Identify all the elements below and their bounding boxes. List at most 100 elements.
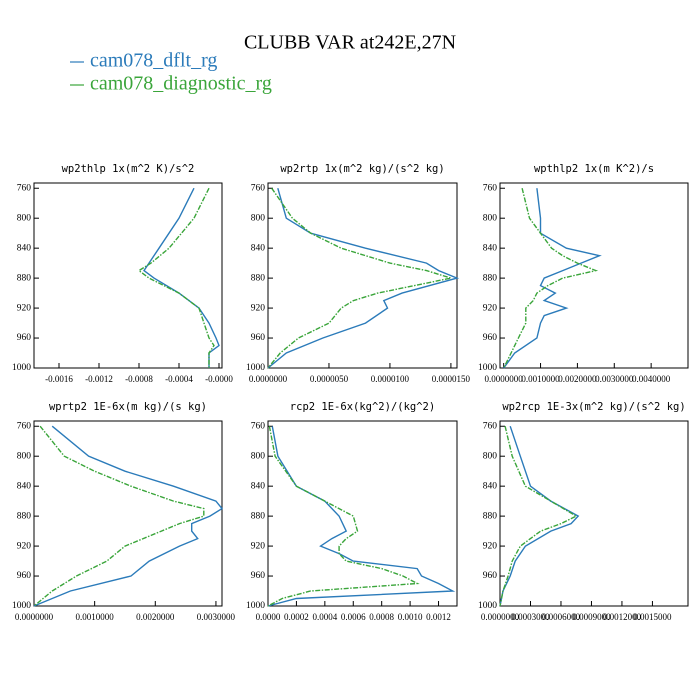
y-tick-label: 960	[251, 571, 266, 581]
x-tick-label: 0.0030000	[197, 612, 236, 622]
profile-line	[267, 187, 452, 369]
plot-frame	[267, 420, 458, 607]
y-tick-label: 1000	[246, 601, 265, 611]
profile-line	[143, 187, 220, 368]
y-tick-label: 960	[483, 571, 498, 581]
legend-label: cam078_dflt_rg	[90, 50, 217, 72]
y-tick-label: 800	[483, 451, 498, 461]
y-tick-label: 840	[251, 481, 266, 491]
y-tick-label: 800	[17, 213, 32, 223]
profile-line	[499, 426, 578, 607]
y-tick-label: 880	[251, 511, 266, 521]
x-tick-label: 0.0012	[426, 612, 451, 622]
y-tick-label: 800	[483, 213, 498, 223]
plot-frame	[267, 182, 458, 369]
y-tick-label: 840	[483, 243, 498, 253]
x-tick-label: 0.0004	[312, 612, 337, 622]
x-tick-label: 0.0006	[341, 612, 366, 622]
x-tick-label: 0.0000000	[481, 612, 520, 622]
y-tick-label: 1000	[12, 363, 31, 373]
profile-line	[137, 187, 215, 368]
y-tick-label: 800	[17, 451, 32, 461]
y-tick-label: 760	[251, 183, 266, 193]
y-tick-label: 960	[251, 333, 266, 343]
y-tick-label: 1000	[478, 601, 497, 611]
plot-frame	[33, 420, 223, 607]
plot-frame	[499, 182, 689, 369]
y-tick-label: 800	[251, 213, 266, 223]
profile-line	[503, 188, 599, 369]
y-tick-label: 880	[483, 511, 498, 521]
panel-title: rcp2 1E-6x(kg^2)/(kg^2)	[290, 401, 435, 413]
x-tick-label: 0.0000050	[310, 374, 349, 384]
panel-title: wprtp2 1E-6x(m kg)/(s kg)	[49, 401, 207, 413]
x-tick-label: 0.0030000	[595, 374, 634, 384]
panel-title: wp2thlp 1x(m^2 K)/s^2	[62, 163, 195, 175]
y-tick-label: 960	[17, 571, 32, 581]
x-tick-label: 0.0002	[284, 612, 309, 622]
x-tick-label: 0.0012000	[603, 612, 642, 622]
y-tick-label: 920	[483, 541, 498, 551]
profile-line	[267, 188, 460, 369]
y-tick-label: 880	[17, 273, 32, 283]
x-tick-label: 0.0000000	[485, 374, 524, 384]
x-tick-label: 0.0040000	[632, 374, 671, 384]
x-tick-label: 0.0010000	[521, 374, 560, 384]
x-tick-label: 0.0009000	[572, 612, 611, 622]
y-tick-label: 760	[17, 183, 32, 193]
y-tick-label: 760	[483, 421, 498, 431]
y-tick-label: 800	[251, 451, 266, 461]
y-tick-label: 880	[251, 273, 266, 283]
panel-title: wpthlp2 1x(m K^2)/s	[534, 163, 654, 175]
plot-frame	[33, 182, 223, 369]
x-tick-label: 0.0010000	[76, 612, 115, 622]
x-tick-label: -0.0004	[165, 374, 193, 384]
profile-line	[503, 188, 602, 369]
y-tick-label: 840	[251, 243, 266, 253]
y-tick-label: 920	[17, 541, 32, 551]
y-tick-label: 920	[17, 303, 32, 313]
legend-label: cam078_diagnostic_rg	[90, 73, 272, 95]
figure-title: CLUBB VAR at242E,27N	[244, 32, 456, 54]
x-tick-label: 0.0020000	[136, 612, 175, 622]
panel-title: wp2rtp 1x(m^2 kg)/(s^2 kg)	[280, 163, 444, 175]
panel-title: wp2rcp 1E-3x(m^2 kg)/(s^2 kg)	[502, 401, 685, 413]
y-tick-label: 760	[483, 183, 498, 193]
profile-line	[33, 425, 224, 607]
x-tick-label: 0.0000150	[432, 374, 471, 384]
x-tick-label: 0.0000	[256, 612, 281, 622]
plot-frame	[499, 420, 689, 607]
profile-line	[499, 425, 580, 607]
x-tick-label: 0.0015000	[633, 612, 672, 622]
x-tick-label: 0.0000100	[371, 374, 410, 384]
y-tick-label: 840	[17, 481, 32, 491]
y-tick-label: 920	[251, 303, 266, 313]
x-tick-label: 0.0000000	[15, 612, 54, 622]
y-tick-label: 840	[17, 243, 32, 253]
y-tick-label: 1000	[246, 363, 265, 373]
y-tick-label: 1000	[12, 601, 31, 611]
x-tick-label: 0.0010	[398, 612, 423, 622]
x-tick-label: 0.0008	[369, 612, 394, 622]
profile-line	[267, 426, 456, 607]
y-tick-label: 760	[251, 421, 266, 431]
profile-line	[267, 426, 420, 607]
x-tick-label: -0.0000	[205, 374, 233, 384]
x-tick-label: -0.0016	[45, 374, 73, 384]
profile-line	[33, 425, 205, 607]
x-tick-label: -0.0008	[125, 374, 153, 384]
x-tick-label: -0.0012	[85, 374, 113, 384]
y-tick-label: 1000	[478, 363, 497, 373]
x-tick-label: 0.0006000	[542, 612, 581, 622]
y-tick-label: 960	[483, 333, 498, 343]
x-tick-label: 0.0003000	[511, 612, 550, 622]
y-tick-label: 880	[483, 273, 498, 283]
y-tick-label: 760	[17, 421, 32, 431]
y-tick-label: 960	[17, 333, 32, 343]
y-tick-label: 840	[483, 481, 498, 491]
y-tick-label: 880	[17, 511, 32, 521]
y-tick-label: 920	[251, 541, 266, 551]
y-tick-label: 920	[483, 303, 498, 313]
x-tick-label: 0.0020000	[558, 374, 597, 384]
